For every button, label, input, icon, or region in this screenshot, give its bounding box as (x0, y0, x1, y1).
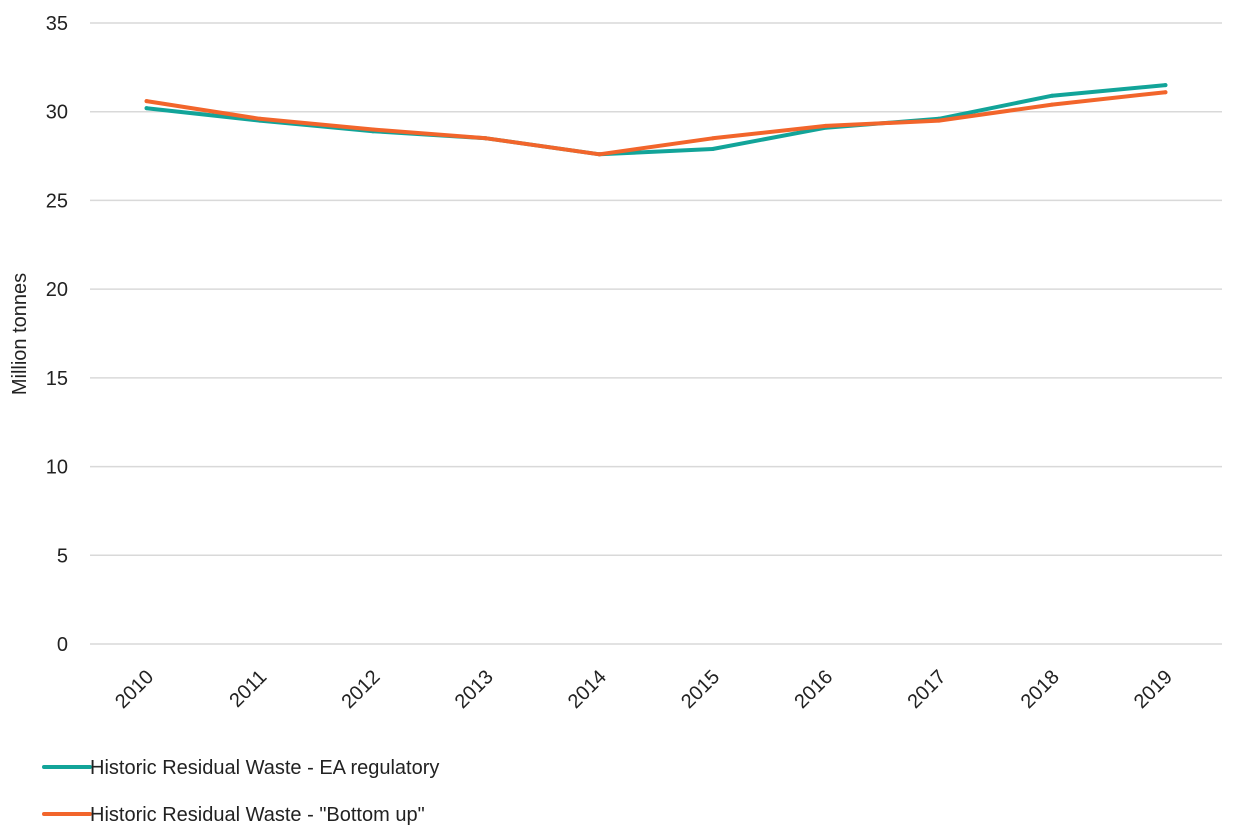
y-tick-label: 35 (46, 13, 68, 35)
legend-label: Historic Residual Waste - EA regulatory (90, 757, 439, 779)
x-tick-label: 2010 (111, 666, 158, 713)
data-point (144, 106, 149, 111)
x-tick-label: 2014 (564, 666, 611, 713)
y-axis-ticks: 0 5 10 15 20 25 30 35 (46, 13, 68, 656)
y-tick-label: 15 (46, 368, 68, 390)
data-point (1163, 90, 1168, 95)
data-point (1050, 93, 1055, 98)
data-point (1050, 102, 1055, 107)
data-point (710, 146, 715, 151)
series-lines (144, 83, 1168, 157)
x-tick-label: 2015 (677, 666, 724, 713)
x-tick-label: 2016 (790, 666, 837, 713)
x-tick-label: 2012 (338, 666, 385, 713)
x-axis-ticks: 2010 2011 2012 2013 2014 2015 2016 2017 2018 2019 (111, 666, 1177, 713)
data-point (823, 123, 828, 128)
y-tick-label: 10 (46, 457, 68, 479)
legend: Historic Residual Waste - EA regulatory H… (42, 757, 439, 826)
x-tick-label: 2017 (904, 666, 951, 713)
y-tick-label: 20 (46, 279, 68, 301)
x-tick-label: 2018 (1017, 666, 1064, 713)
legend-label: Historic Residual Waste - "Bottom up" (90, 804, 425, 826)
data-point (371, 127, 375, 132)
y-axis-title: Million tonnes (9, 273, 31, 395)
y-tick-label: 30 (46, 102, 68, 124)
y-tick-label: 25 (46, 190, 68, 212)
data-point (597, 152, 602, 157)
data-point (144, 99, 149, 104)
data-point (484, 136, 489, 141)
x-tick-label: 2019 (1130, 666, 1177, 713)
grid-lines (90, 22, 1222, 645)
data-point (937, 118, 941, 123)
series-line-1 (144, 83, 1168, 157)
series-line-2 (144, 90, 1168, 157)
x-tick-label: 2013 (451, 666, 498, 713)
data-point (257, 116, 262, 121)
y-tick-label: 0 (57, 634, 68, 656)
y-tick-label: 5 (57, 545, 68, 567)
data-point (1163, 83, 1168, 88)
x-tick-label: 2011 (225, 666, 271, 712)
data-point (710, 136, 715, 141)
